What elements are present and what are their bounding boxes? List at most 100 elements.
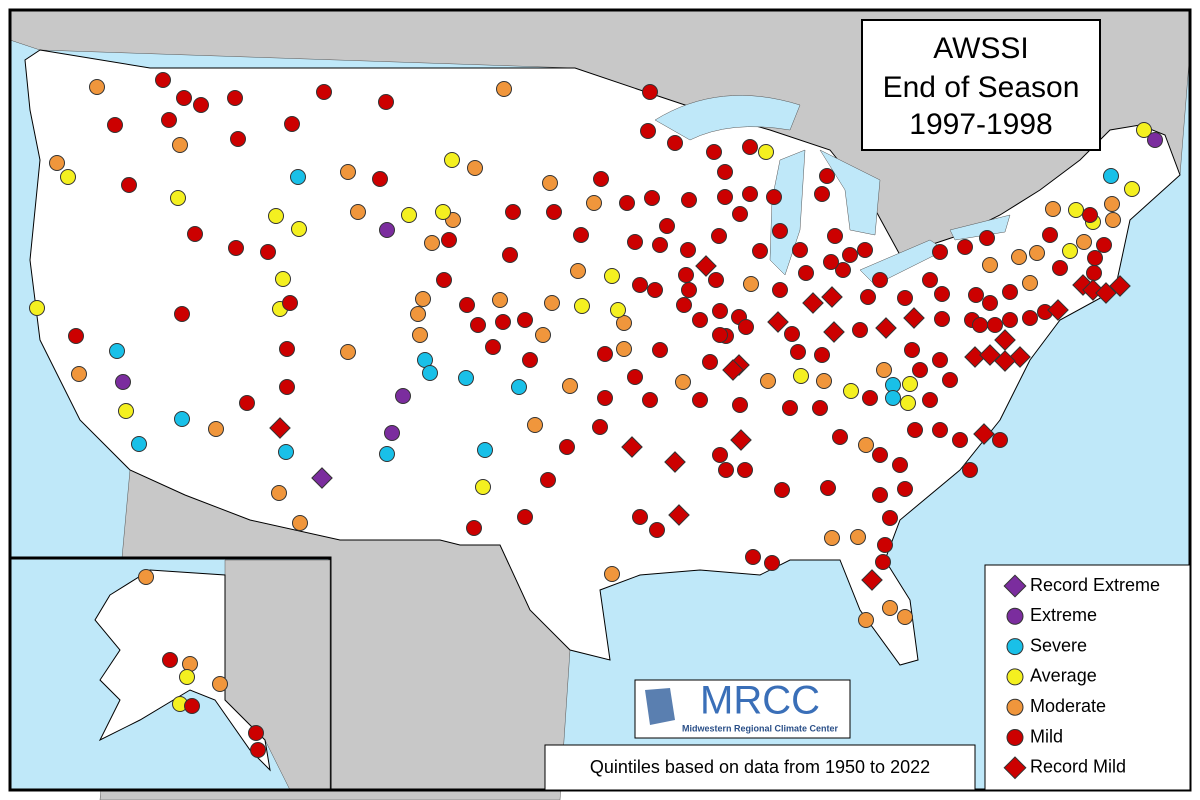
- circle-marker: [642, 392, 658, 408]
- circle-marker: [987, 317, 1003, 333]
- circle-marker: [109, 343, 125, 359]
- circle-marker: [155, 72, 171, 88]
- circle-marker: [912, 362, 928, 378]
- circle-marker: [542, 175, 558, 191]
- circle-marker: [784, 326, 800, 342]
- circle-marker: [843, 383, 859, 399]
- circle-marker: [979, 230, 995, 246]
- circle-marker: [176, 90, 192, 106]
- circle-marker: [823, 254, 839, 270]
- circle-marker: [193, 97, 209, 113]
- diamond-marker: [802, 292, 824, 314]
- circle-marker: [586, 195, 602, 211]
- circle-marker: [904, 342, 920, 358]
- circle-marker: [872, 487, 888, 503]
- circle-marker: [832, 429, 848, 445]
- circle-marker: [68, 328, 84, 344]
- circle-marker: [732, 397, 748, 413]
- legend-label: Moderate: [1030, 696, 1106, 716]
- diamond-marker: [730, 429, 752, 451]
- circle-marker: [573, 227, 589, 243]
- diamond-marker: [668, 504, 690, 526]
- circle-marker: [422, 365, 438, 381]
- circle-marker: [170, 190, 186, 206]
- circle-marker: [616, 315, 632, 331]
- circle-marker: [850, 529, 866, 545]
- circle-marker: [1042, 227, 1058, 243]
- circle-marker: [268, 208, 284, 224]
- circle-marker: [228, 240, 244, 256]
- circle-marker: [676, 297, 692, 313]
- circle-marker: [546, 204, 562, 220]
- title-line: AWSSI: [933, 32, 1029, 65]
- circle-marker: [968, 287, 984, 303]
- circle-marker: [316, 84, 332, 100]
- circle-marker: [680, 242, 696, 258]
- circle-marker: [401, 207, 417, 223]
- circle-marker: [902, 376, 918, 392]
- circle-marker: [1068, 202, 1084, 218]
- circle-marker: [1103, 168, 1119, 184]
- circle-marker: [702, 354, 718, 370]
- circle-marker: [827, 228, 843, 244]
- legend-label: Mild: [1030, 726, 1063, 746]
- legend-label: Extreme: [1030, 605, 1097, 625]
- diamond-marker: [1009, 346, 1031, 368]
- circle-marker: [604, 268, 620, 284]
- circle-marker: [540, 472, 556, 488]
- circle-marker: [1147, 132, 1163, 148]
- circle-marker: [459, 297, 475, 313]
- circle-marker: [441, 232, 457, 248]
- circle-marker: [1096, 237, 1112, 253]
- circle-marker: [384, 425, 400, 441]
- circle-marker: [174, 306, 190, 322]
- circle-marker: [972, 317, 988, 333]
- circle-marker: [1029, 245, 1045, 261]
- circle-marker: [282, 295, 298, 311]
- circle-marker: [992, 432, 1008, 448]
- circle-marker: [952, 432, 968, 448]
- circle-marker: [29, 300, 45, 316]
- circle-marker: [659, 218, 675, 234]
- circle-marker: [517, 312, 533, 328]
- circle-marker: [957, 239, 973, 255]
- circle-marker: [1062, 243, 1078, 259]
- circle-marker: [570, 263, 586, 279]
- circle-marker: [652, 342, 668, 358]
- circle-marker: [792, 242, 808, 258]
- circle-marker: [652, 237, 668, 253]
- circle-marker: [875, 554, 891, 570]
- circle-marker: [592, 419, 608, 435]
- circle-marker: [412, 327, 428, 343]
- circle-marker: [1136, 122, 1152, 138]
- circle-marker: [436, 272, 452, 288]
- circle-marker: [161, 112, 177, 128]
- circle-marker: [798, 265, 814, 281]
- circle-marker: [162, 652, 178, 668]
- circle-marker: [477, 442, 493, 458]
- circle-marker: [279, 341, 295, 357]
- title-line: 1997-1998: [909, 108, 1052, 141]
- circle-marker: [772, 282, 788, 298]
- circle-marker: [962, 462, 978, 478]
- circle-marker: [934, 311, 950, 327]
- circle-marker: [505, 204, 521, 220]
- circle-marker: [604, 566, 620, 582]
- circle-marker: [350, 204, 366, 220]
- diamond-marker: [664, 451, 686, 473]
- circle-marker: [278, 444, 294, 460]
- diamond-marker: [767, 311, 789, 333]
- circle-marker: [820, 480, 836, 496]
- circle-marker: [290, 169, 306, 185]
- lake-huron: [819, 149, 881, 236]
- circle-marker: [816, 373, 832, 389]
- circle-marker: [897, 290, 913, 306]
- diamond-marker: [1047, 299, 1069, 321]
- circle-marker: [415, 291, 431, 307]
- diamond-marker: [1095, 282, 1117, 304]
- circle-marker: [942, 372, 958, 388]
- circle-marker: [1052, 260, 1068, 276]
- circle-marker: [814, 186, 830, 202]
